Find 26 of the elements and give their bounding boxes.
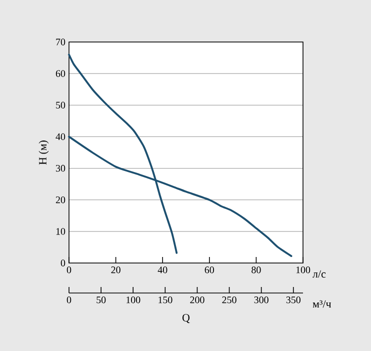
y-tick-label: 50 xyxy=(56,102,66,108)
x2-tick-label: 300 xyxy=(254,296,268,304)
x2-tick-label: 200 xyxy=(190,296,204,304)
y-tick-label: 0 xyxy=(60,260,66,266)
x-tick-label: 80 xyxy=(252,266,261,274)
x-tick-label: 0 xyxy=(66,266,72,274)
x2-tick-label: 0 xyxy=(66,296,72,304)
text: м³/ч xyxy=(312,300,332,308)
y-tick-label: 20 xyxy=(56,196,66,204)
x2-tick-label: 350 xyxy=(286,296,300,304)
y-tick-label: 60 xyxy=(56,70,66,77)
x-tick-label: 40 xyxy=(158,266,168,274)
text: л/с xyxy=(312,270,326,278)
y-tick-label: 10 xyxy=(56,228,66,235)
x-tick-label: 60 xyxy=(204,266,214,274)
x2-tick-label: 150 xyxy=(158,296,172,304)
y-tick-label: 40 xyxy=(56,133,66,140)
x-axis-title: Q xyxy=(182,314,190,324)
y-axis-title: H (м) xyxy=(38,140,49,165)
x-tick-label: 20 xyxy=(111,266,120,274)
x2-tick-label: 250 xyxy=(222,296,236,304)
x-tick-label: 100 xyxy=(296,266,310,274)
y-tick-label: 70 xyxy=(56,38,66,46)
x2-tick-label: 50 xyxy=(96,296,106,304)
x2-tick-label: 100 xyxy=(126,296,140,304)
y-tick-label: 30 xyxy=(56,164,66,172)
